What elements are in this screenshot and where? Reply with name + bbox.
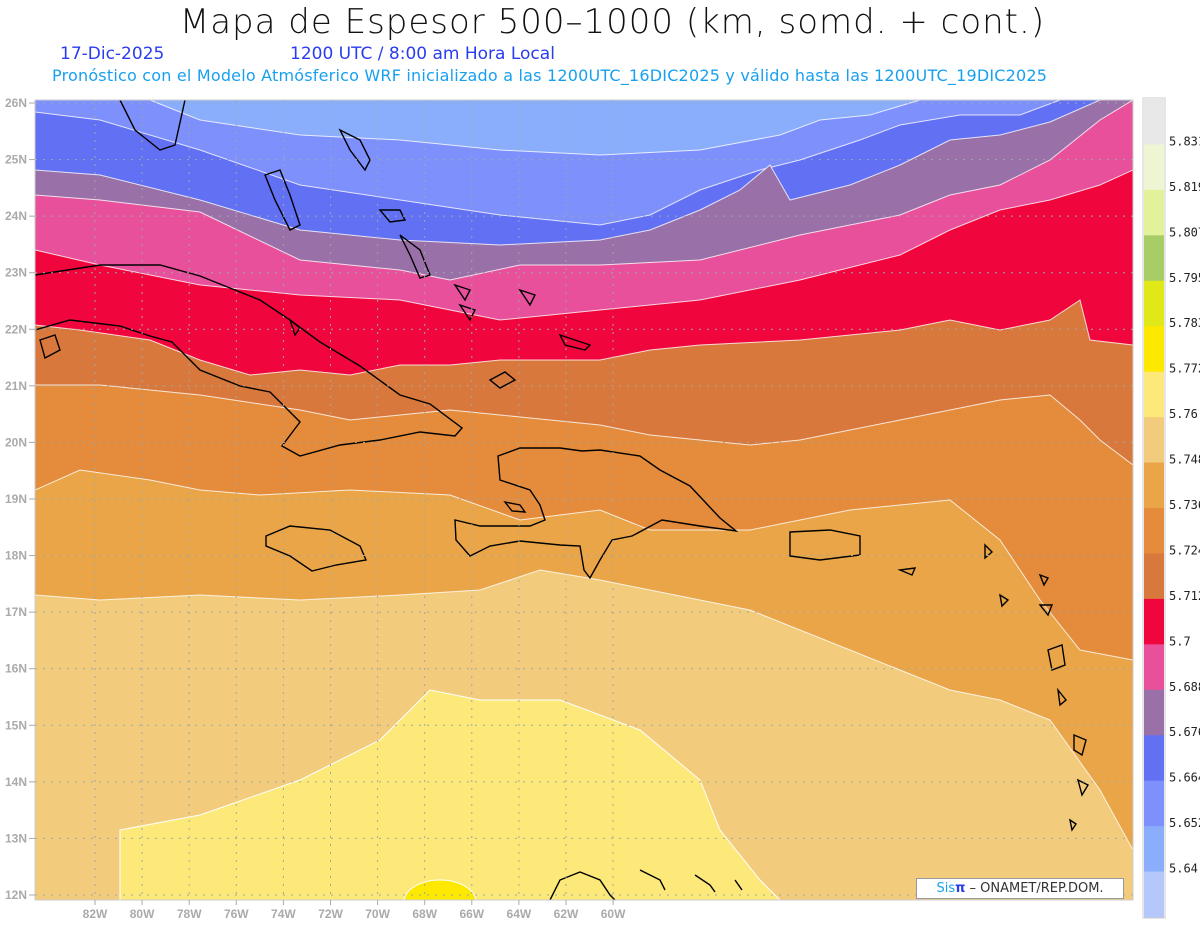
colorbar-swatch — [1144, 871, 1164, 918]
colorbar-swatch — [1144, 99, 1164, 145]
y-tick-label: 19N — [5, 492, 27, 506]
colorbar-label: 5.7 — [1169, 634, 1191, 648]
colorbar-label: 5.819 — [1169, 180, 1200, 194]
x-tick-label: 68W — [412, 907, 437, 921]
x-tick-label: 62W — [554, 907, 579, 921]
x-tick-label: 82W — [83, 907, 108, 921]
colorbar-label: 5.652 — [1169, 816, 1200, 830]
colorbar-swatch — [1144, 371, 1164, 418]
y-tick-label: 12N — [5, 888, 27, 902]
sispi-brand: Sis — [936, 881, 956, 896]
colorbar-swatch — [1144, 144, 1164, 191]
lat-lon-grid — [35, 100, 1133, 900]
colorbar-swatch — [1144, 644, 1164, 691]
credit-text: – ONAMET/REP.DOM. — [965, 881, 1104, 896]
jamaica-coastline — [265, 525, 367, 572]
florida-coastline — [119, 100, 186, 151]
y-tick-label: 21N — [5, 379, 27, 393]
forecast-date: 17-Dic-2025 — [60, 44, 165, 64]
colorbar-label: 5.748 — [1169, 453, 1200, 467]
forecast-time: 1200 UTC / 8:00 am Hora Local — [290, 44, 555, 64]
colorbar-swatch — [1144, 598, 1164, 645]
x-tick-label: 64W — [507, 907, 532, 921]
y-tick-label: 16N — [5, 662, 27, 676]
colorbar-swatch — [1144, 462, 1164, 509]
y-tick-label: 14N — [5, 775, 27, 789]
colorbar-frame — [1142, 97, 1166, 919]
colorbar-swatch — [1144, 235, 1164, 282]
colorbar-label: 5.664 — [1169, 771, 1200, 785]
colorbar-label: 5.772 — [1169, 362, 1200, 376]
sispi-pi: π — [955, 881, 966, 896]
colorbar-label: 5.676 — [1169, 725, 1200, 739]
colorbar-swatch — [1144, 280, 1164, 327]
axes: 82W 80W 78W 76W 74W 72W 70W 68W 66W 64W 62W 60W 26N 2… — [5, 96, 626, 921]
colorbar-label: 5.64 — [1169, 862, 1198, 876]
colorbar-swatch — [1144, 417, 1164, 464]
colorbar-label: 5.736 — [1169, 498, 1200, 512]
thickness-band — [119, 689, 781, 900]
colorbar-swatch — [1144, 326, 1164, 373]
colorbar-label: 5.831 — [1169, 134, 1200, 148]
colorbar-swatch — [1144, 508, 1164, 554]
y-tick-label: 15N — [5, 718, 27, 732]
colorbar-label: 5.688 — [1169, 680, 1200, 694]
x-tick-label: 74W — [271, 907, 296, 921]
isla-juventud-coastline — [39, 334, 61, 360]
puerto-rico-coastline — [789, 529, 861, 561]
forecast-subtitle: Pronóstico con el Modelo Atmósferico WRF… — [52, 66, 1048, 85]
map-title: Mapa de Espesor 500–1000 (km, somd. + co… — [179, 2, 1046, 42]
colorbar-swatch — [1144, 780, 1164, 827]
south-america-coastline — [549, 869, 743, 900]
colorbar-swatch — [1144, 826, 1164, 873]
thickness-band — [403, 879, 477, 900]
colorbar-swatch — [1144, 189, 1164, 236]
y-tick-label: 26N — [5, 96, 27, 110]
y-tick-label: 18N — [5, 549, 27, 563]
colorbar-swatch — [1144, 553, 1164, 600]
y-tick-label: 23N — [5, 266, 27, 280]
thickness-bands — [35, 100, 1133, 900]
colorbar-label: 5.76 — [1169, 407, 1198, 421]
x-tick-label: 60W — [601, 907, 626, 921]
colorbar: 5.831 5.819 5.807 5.795 5.783 5.772 5.76 5.748 5… — [1142, 97, 1200, 919]
cuba-coastline — [35, 264, 464, 457]
colorbar-swatch — [1144, 689, 1164, 736]
y-tick-label: 17N — [5, 605, 27, 619]
x-tick-label: 76W — [224, 907, 249, 921]
y-tick-label: 22N — [5, 322, 27, 336]
hispaniola-coastline — [454, 447, 739, 580]
y-tick-label: 24N — [5, 209, 27, 223]
y-tick-label: 25N — [5, 153, 27, 167]
y-tick-label: 13N — [5, 831, 27, 845]
colorbar-label: 5.783 — [1169, 316, 1200, 330]
x-tick-label: 66W — [459, 907, 484, 921]
gonave-coastline — [503, 500, 527, 513]
y-tick-label: 20N — [5, 435, 27, 449]
x-tick-label: 78W — [177, 907, 202, 921]
colorbar-label: 5.712 — [1169, 589, 1200, 603]
colorbar-label: 5.724 — [1169, 543, 1200, 557]
x-tick-label: 80W — [130, 907, 155, 921]
x-tick-label: 72W — [318, 907, 343, 921]
credit-box: Sisπ – ONAMET/REP.DOM. — [916, 878, 1124, 899]
map-frame — [34, 99, 1134, 901]
colorbar-label: 5.795 — [1169, 271, 1200, 285]
colorbar-swatch — [1144, 735, 1164, 782]
x-tick-label: 70W — [365, 907, 390, 921]
colorbar-label: 5.807 — [1169, 225, 1200, 239]
lesser-antilles-coastline — [897, 543, 1089, 832]
